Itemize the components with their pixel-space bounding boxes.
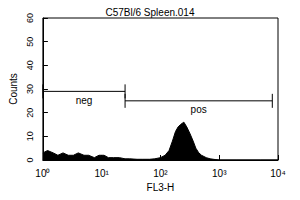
svg-text:50: 50 <box>25 37 35 47</box>
svg-text:40: 40 <box>25 60 35 70</box>
svg-text:10¹: 10¹ <box>94 168 109 179</box>
svg-text:20: 20 <box>25 108 35 118</box>
svg-text:10: 10 <box>25 131 35 141</box>
svg-text:C57Bl/6 Spleen.014: C57Bl/6 Spleen.014 <box>106 7 195 18</box>
svg-text:10³: 10³ <box>212 168 227 179</box>
svg-text:Counts: Counts <box>8 73 19 105</box>
svg-text:0: 0 <box>25 157 35 162</box>
svg-text:60: 60 <box>25 13 35 23</box>
svg-text:10²: 10² <box>153 168 168 179</box>
svg-text:pos: pos <box>191 104 207 115</box>
svg-text:FL3-H: FL3-H <box>147 182 175 193</box>
svg-text:10⁴: 10⁴ <box>270 168 285 179</box>
svg-text:neg: neg <box>76 95 93 106</box>
svg-text:10⁰: 10⁰ <box>35 168 50 179</box>
svg-text:30: 30 <box>25 84 35 94</box>
